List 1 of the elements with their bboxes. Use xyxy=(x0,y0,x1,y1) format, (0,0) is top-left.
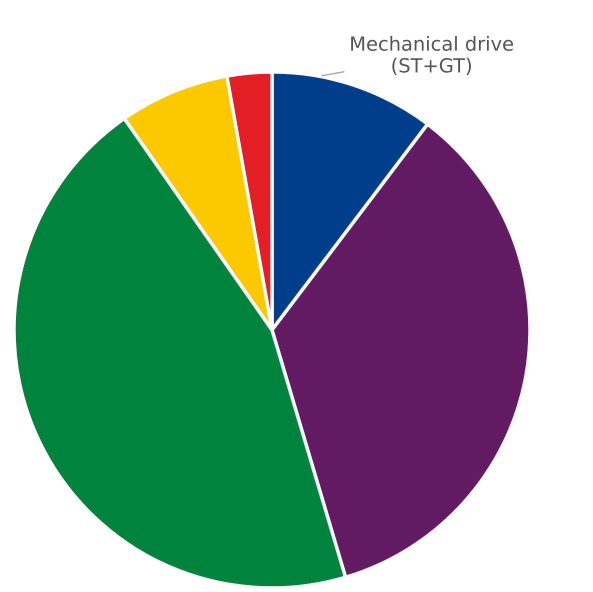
slice-label: Mechanical drive (ST+GT) xyxy=(351,36,514,75)
